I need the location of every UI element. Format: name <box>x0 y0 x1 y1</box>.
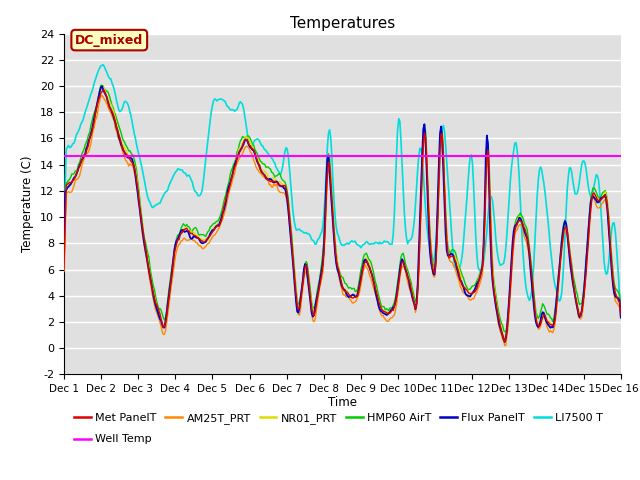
Text: DC_mixed: DC_mixed <box>75 34 143 47</box>
Y-axis label: Temperature (C): Temperature (C) <box>22 156 35 252</box>
X-axis label: Time: Time <box>328 396 357 408</box>
Legend: Well Temp: Well Temp <box>70 430 156 449</box>
Title: Temperatures: Temperatures <box>290 16 395 31</box>
